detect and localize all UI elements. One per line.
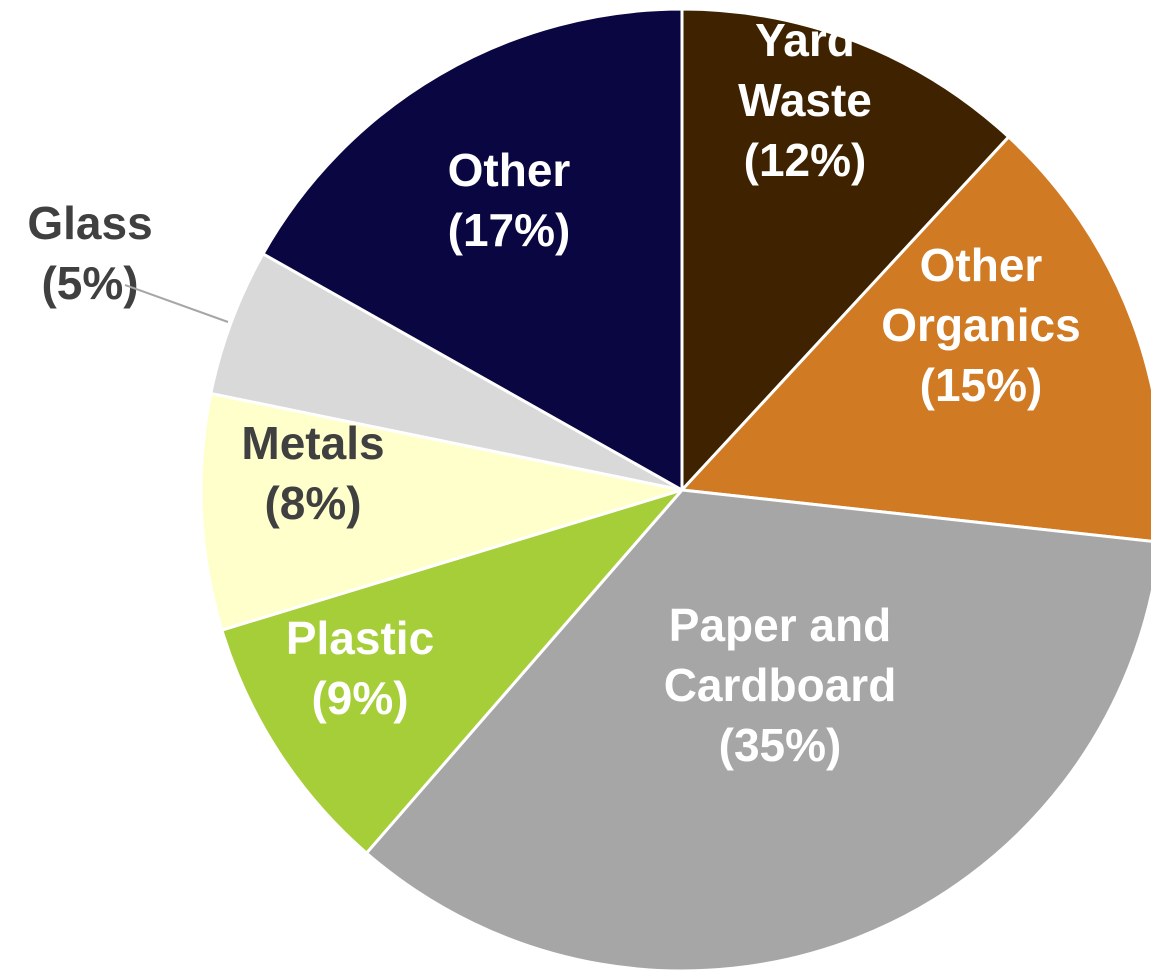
pie-label-line: Organics	[881, 299, 1080, 351]
pie-slice-yard-waste	[680, 7, 1011, 492]
pie-label-line: (15%)	[920, 359, 1043, 411]
pie-slices	[199, 7, 1151, 972]
pie-label-paper-and-cardboard: Paper and Cardboard (35%)	[664, 599, 897, 771]
pie-label-line: (17%)	[448, 204, 571, 256]
pie-label-line: Waste	[738, 74, 872, 126]
pie-label-line: Cardboard	[664, 659, 897, 711]
pie-slice-glass	[209, 252, 684, 492]
pie-label-line: (12%)	[744, 134, 867, 186]
pie-label-glass: Glass (5%)	[27, 197, 152, 309]
pie-label-line: Other	[448, 144, 571, 196]
pie-slice-other	[261, 7, 684, 492]
pie-label-other-organics: Other Organics (15%)	[881, 239, 1080, 411]
pie-label-plastic: Plastic (9%)	[286, 612, 434, 724]
pie-label-line: (5%)	[41, 257, 138, 309]
leader-line-glass	[124, 284, 229, 323]
pie-slice-other-organics	[680, 135, 1151, 543]
pie-slice-metals	[199, 391, 684, 632]
pie-label-metals: Metals (8%)	[241, 417, 384, 529]
pie-label-line: Plastic	[286, 612, 434, 664]
pie-slice-paper-and-cardboard	[365, 488, 1151, 972]
pie-label-line: (35%)	[719, 719, 842, 771]
pie-labels: Yard Waste (12%) Other Organics (15%) Paper an…	[27, 14, 1080, 771]
pie-label-yard-waste: Yard Waste (12%)	[738, 14, 872, 186]
pie-label-line: (8%)	[264, 477, 361, 529]
pie-label-line: (9%)	[311, 672, 408, 724]
pie-label-line: Glass	[27, 197, 152, 249]
pie-label-line: Paper and	[669, 599, 891, 651]
pie-label-line: Yard	[755, 14, 855, 66]
pie-label-other: Other (17%)	[448, 144, 571, 256]
pie-label-line: Other	[920, 239, 1043, 291]
pie-label-line: Metals	[241, 417, 384, 469]
pie-slice-plastic	[220, 488, 684, 855]
